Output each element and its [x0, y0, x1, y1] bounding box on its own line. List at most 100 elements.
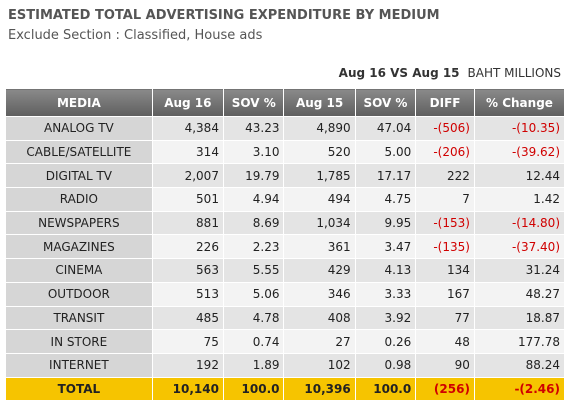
subtitle: Exclude Section : Classified, House ads: [8, 28, 263, 43]
value-cell: 10,396: [283, 376, 356, 402]
value-cell: 0.74: [222, 329, 285, 354]
value-cell: 27: [283, 329, 356, 354]
table-row: NEWSPAPERS 881 8.69 1,034 9.95 -(153) -(14.80): [5, 210, 566, 236]
value-cell: 77: [415, 305, 475, 331]
media-cell: DIGITAL TV: [5, 163, 153, 189]
value-cell: 18.87: [473, 305, 566, 331]
table-row: TOTAL 10,140 100.0 10,396 100.0 (256) -(2.46): [5, 376, 566, 402]
value-cell: 9.95: [354, 210, 417, 236]
value-cell: 226: [151, 234, 224, 260]
media-cell: INTERNET: [5, 352, 153, 378]
value-cell: 314: [151, 139, 224, 165]
value-cell: 1.42: [473, 187, 566, 212]
value-cell: 5.00: [354, 139, 417, 165]
value-cell: 520: [283, 139, 356, 165]
value-cell: 12.44: [473, 163, 566, 189]
value-cell: 361: [283, 234, 356, 260]
value-cell: 429: [283, 258, 356, 283]
value-cell: 177.78: [473, 329, 566, 354]
value-cell: 48.27: [473, 281, 566, 307]
value-cell: (256): [415, 376, 475, 402]
value-cell: 485: [151, 305, 224, 331]
value-cell: 17.17: [354, 163, 417, 189]
table-row: ANALOG TV 4,384 43.23 4,890 47.04 -(506) -(10.…: [5, 116, 566, 141]
value-cell: 346: [283, 281, 356, 307]
media-cell: TRANSIT: [5, 305, 153, 331]
value-cell: -(39.62): [473, 139, 566, 165]
table-row: CINEMA 563 5.55 429 4.13 134 31.24: [5, 258, 566, 283]
media-cell: NEWSPAPERS: [5, 210, 153, 236]
value-cell: 90: [415, 352, 475, 378]
column-header: Aug 15: [283, 88, 356, 117]
value-cell: -(10.35): [473, 116, 566, 141]
value-cell: 0.98: [354, 352, 417, 378]
value-cell: 167: [415, 281, 475, 307]
table-row: RADIO 501 4.94 494 4.75 7 1.42: [5, 187, 566, 212]
column-header: SOV %: [354, 88, 417, 117]
value-cell: 513: [151, 281, 224, 307]
value-cell: 88.24: [473, 352, 566, 378]
value-cell: 1.89: [222, 352, 285, 378]
value-cell: 75: [151, 329, 224, 354]
value-cell: -(206): [415, 139, 475, 165]
value-cell: 2.23: [222, 234, 285, 260]
value-cell: 192: [151, 352, 224, 378]
value-cell: 134: [415, 258, 475, 283]
media-cell: TOTAL: [5, 376, 153, 402]
value-cell: 3.33: [354, 281, 417, 307]
column-header: Aug 16: [151, 88, 224, 117]
value-cell: 0.26: [354, 329, 417, 354]
value-cell: 4,890: [283, 116, 356, 141]
header-row: MEDIA Aug 16 SOV % Aug 15 SOV % DIFF% Change: [5, 88, 566, 117]
value-cell: 3.47: [354, 234, 417, 260]
data-table: MEDIA Aug 16 SOV % Aug 15 SOV % DIFF% Change A…: [5, 88, 566, 402]
value-cell: 100.0: [222, 376, 285, 402]
value-cell: 4,384: [151, 116, 224, 141]
value-cell: -(14.80): [473, 210, 566, 236]
value-cell: 47.04: [354, 116, 417, 141]
media-cell: CABLE/SATELLITE: [5, 139, 153, 165]
value-cell: 5.55: [222, 258, 285, 283]
column-header: MEDIA: [5, 88, 153, 117]
unit: BAHT MILLIONS: [467, 66, 561, 80]
table-row: CABLE/SATELLITE 314 3.10 520 5.00 -(206) -(39.…: [5, 139, 566, 165]
column-header: SOV %: [222, 88, 285, 117]
table-row: IN STORE 75 0.74 27 0.26 48 177.78: [5, 329, 566, 354]
value-cell: -(153): [415, 210, 475, 236]
value-cell: 8.69: [222, 210, 285, 236]
value-cell: 43.23: [222, 116, 285, 141]
value-cell: 501: [151, 187, 224, 212]
value-cell: 494: [283, 187, 356, 212]
value-cell: 4.78: [222, 305, 285, 331]
value-cell: 48: [415, 329, 475, 354]
value-cell: 4.13: [354, 258, 417, 283]
table-row: DIGITAL TV 2,007 19.79 1,785 17.17 222 12.44: [5, 163, 566, 189]
table-row: INTERNET 192 1.89 102 0.98 90 88.24: [5, 352, 566, 378]
value-cell: 10,140: [151, 376, 224, 402]
column-header: % Change: [473, 88, 566, 117]
media-cell: RADIO: [5, 187, 153, 212]
table-row: OUTDOOR 513 5.06 346 3.33 167 48.27: [5, 281, 566, 307]
value-cell: 3.10: [222, 139, 285, 165]
value-cell: 3.92: [354, 305, 417, 331]
media-cell: IN STORE: [5, 329, 153, 354]
value-cell: -(135): [415, 234, 475, 260]
media-cell: CINEMA: [5, 258, 153, 283]
media-cell: ANALOG TV: [5, 116, 153, 141]
media-cell: MAGAZINES: [5, 234, 153, 260]
value-cell: -(2.46): [473, 376, 566, 402]
value-cell: 4.94: [222, 187, 285, 212]
value-cell: 563: [151, 258, 224, 283]
value-cell: 2,007: [151, 163, 224, 189]
value-cell: 1,034: [283, 210, 356, 236]
period: Aug 16 VS Aug 15: [338, 66, 460, 80]
value-cell: -(37.40): [473, 234, 566, 260]
table-row: MAGAZINES 226 2.23 361 3.47 -(135) -(37.40): [5, 234, 566, 260]
value-cell: 100.0: [354, 376, 417, 402]
period-line: Aug 16 VS Aug 15 BAHT MILLIONS: [339, 66, 561, 80]
value-cell: 408: [283, 305, 356, 331]
value-cell: 881: [151, 210, 224, 236]
value-cell: 4.75: [354, 187, 417, 212]
value-cell: -(506): [415, 116, 475, 141]
